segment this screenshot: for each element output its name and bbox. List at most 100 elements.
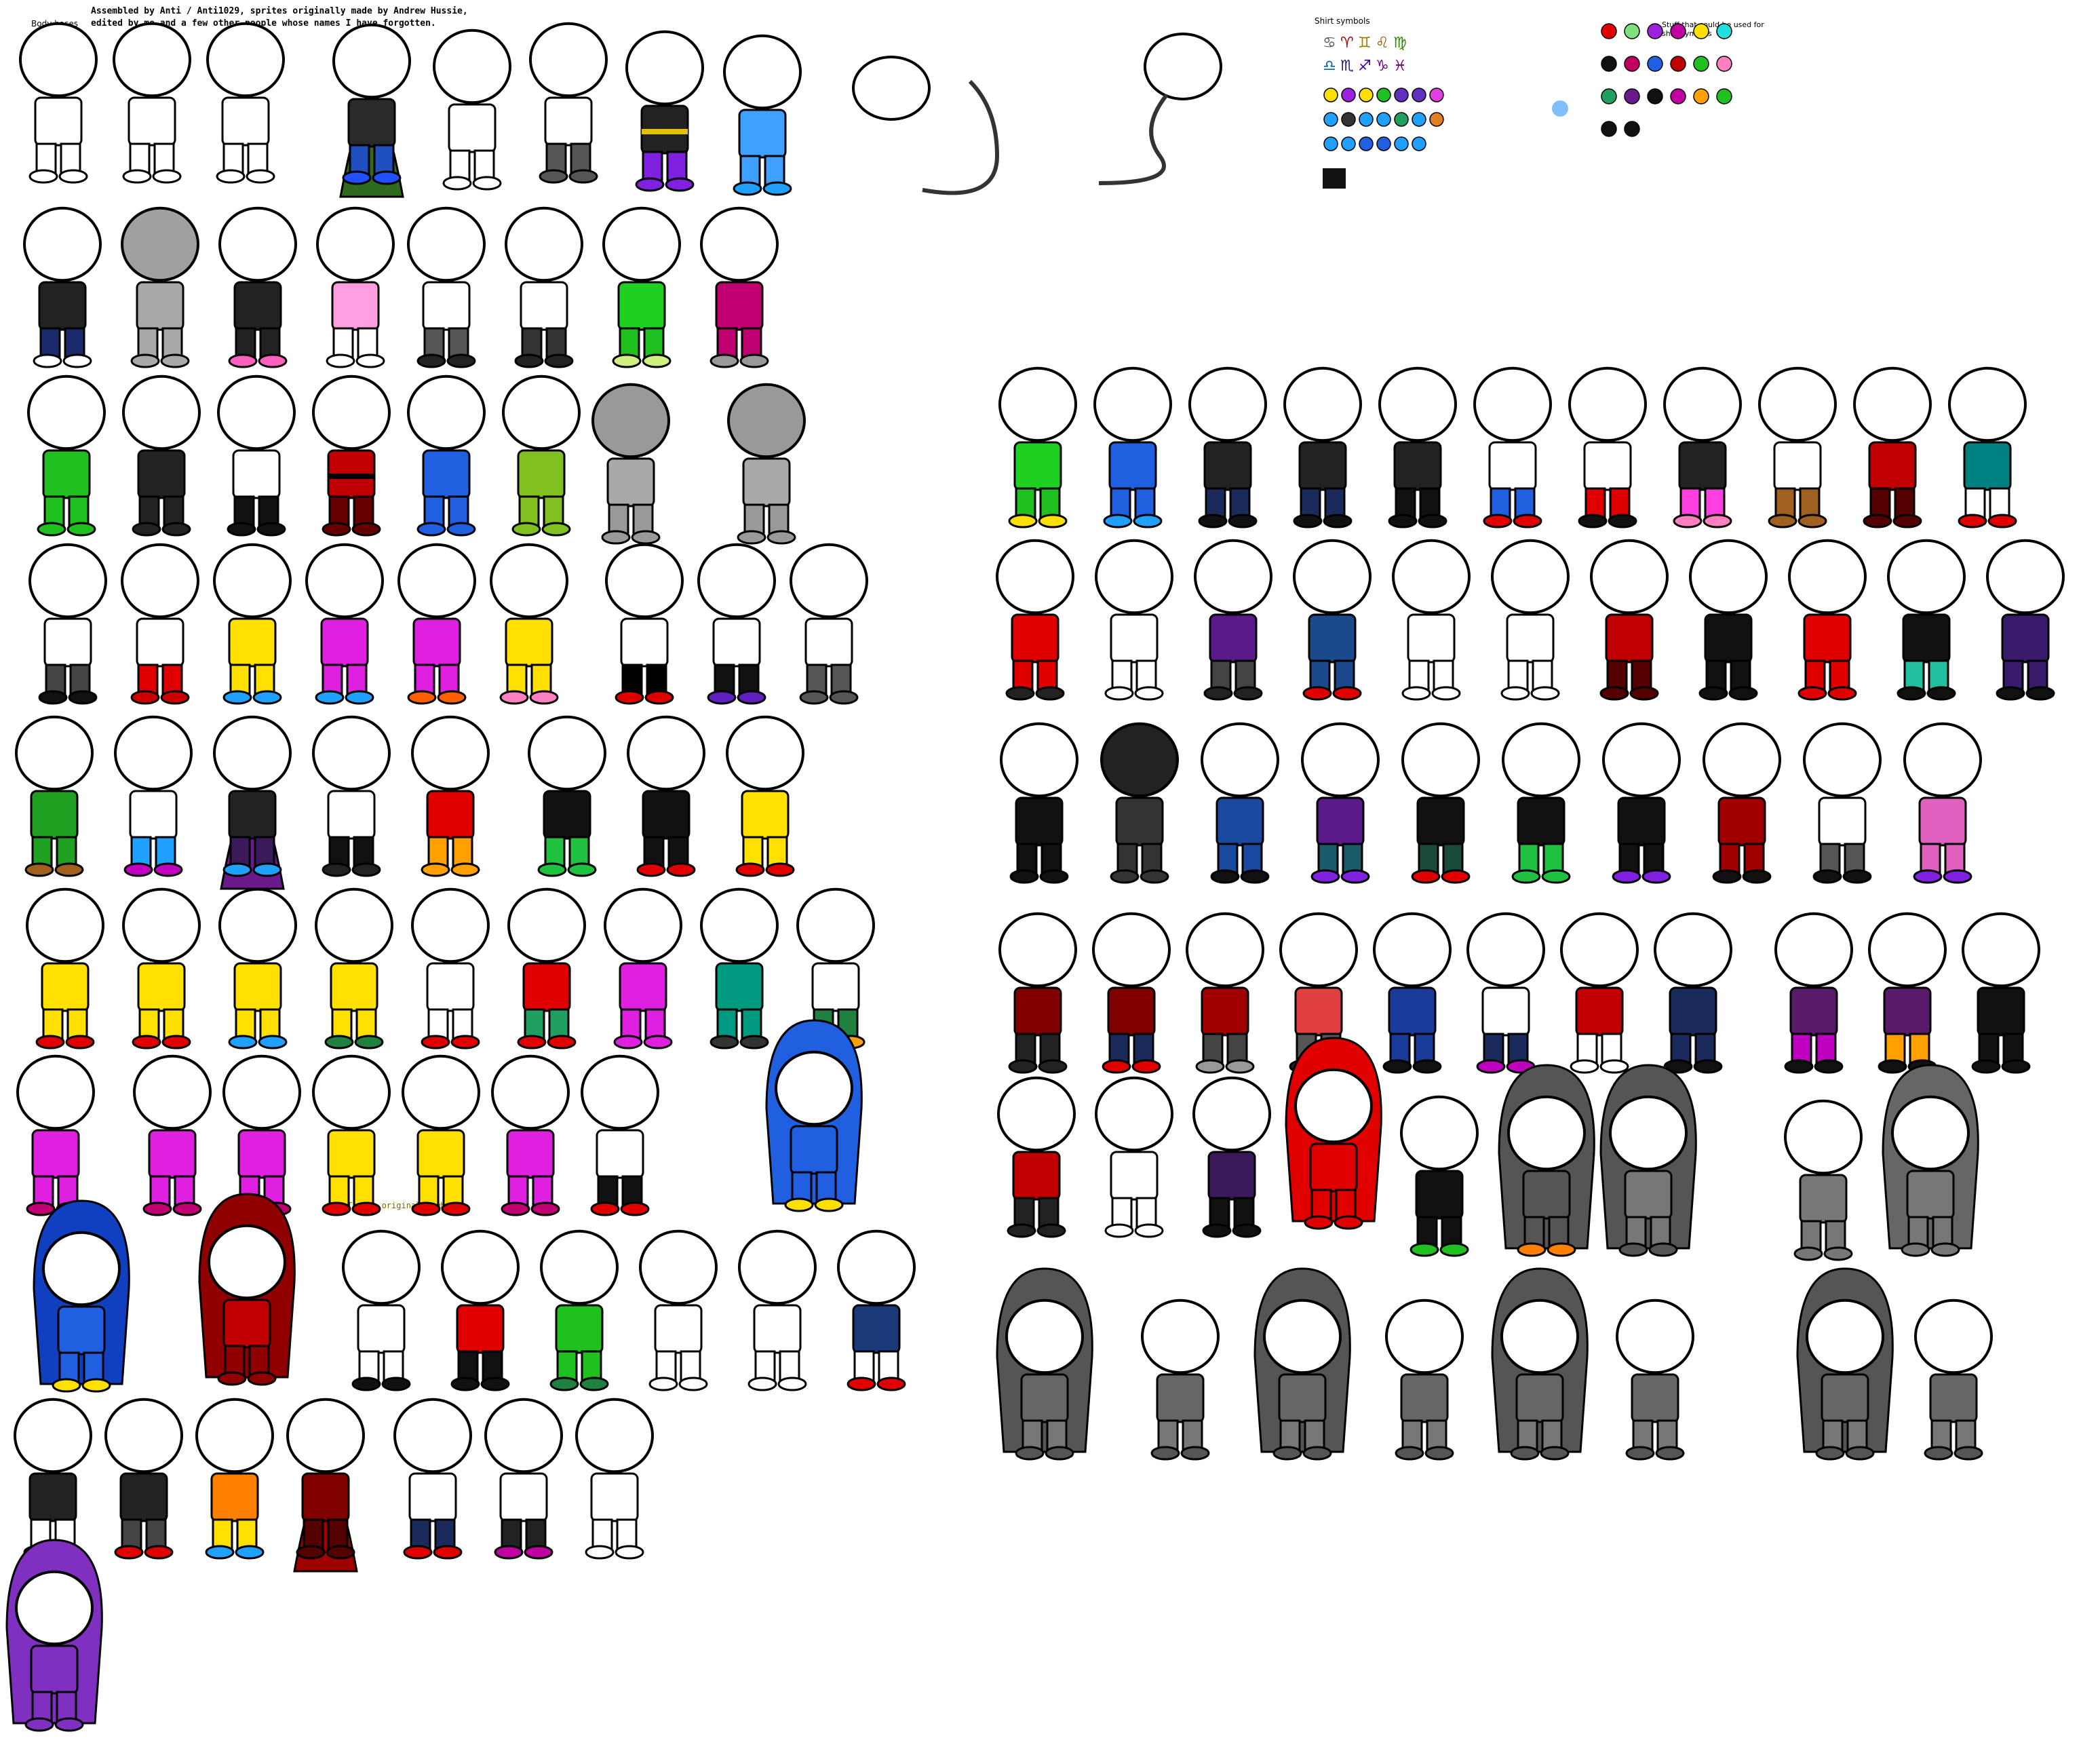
sprite: [1401, 722, 1480, 884]
shirt-symbol-icon: [1429, 112, 1444, 127]
sprite: [723, 34, 802, 196]
shirt-symbols-label: Shirt symbols: [1315, 16, 1370, 26]
sprite: [998, 366, 1077, 528]
sprite: [1502, 722, 1580, 884]
sprite: [28, 543, 107, 705]
sprite: [1092, 912, 1171, 1074]
sprite: [1654, 912, 1732, 1074]
shirt-symbol-icon: [1323, 88, 1338, 102]
sprite: [1784, 1099, 1863, 1261]
sprite: [1962, 912, 2040, 1074]
shirt-symbol-icon: [1341, 112, 1356, 127]
zodiac-symbol-icon: ♓: [1393, 58, 1407, 75]
sprite: [1774, 912, 1853, 1074]
sprite: [332, 23, 411, 198]
credit-line-2: edited by me and a few other people whos…: [91, 18, 436, 28]
sprite: [15, 715, 94, 877]
sprite: [765, 1019, 863, 1212]
zodiac-symbol-icon: ♐: [1358, 58, 1372, 75]
sprite: [1689, 539, 1768, 701]
sprite: [1616, 1298, 1694, 1461]
sprite: [213, 543, 292, 705]
shirt-symbol-icon: [1323, 136, 1338, 151]
shirt-symbol-icon: [1376, 88, 1391, 102]
sprite: [605, 543, 684, 705]
symbol-box-icon: [1323, 168, 1346, 189]
sprite: [1301, 722, 1380, 884]
sprite: [16, 1054, 95, 1216]
sprite: [790, 543, 868, 705]
sprite: [1903, 722, 1982, 884]
sprite: [104, 1398, 183, 1560]
shirt-symbol-icon: [1359, 112, 1374, 127]
shirt-symbol-icon: [1624, 23, 1640, 39]
sprite: [996, 1267, 1093, 1461]
sprite: [1948, 366, 2027, 528]
sprite: [1400, 1095, 1479, 1257]
sprite: [484, 1398, 563, 1560]
shirt-symbol-icon: [1429, 88, 1444, 102]
sprite: [1194, 539, 1272, 701]
sprite: [996, 539, 1074, 701]
zodiac-symbol-icon: ♊: [1358, 35, 1372, 52]
shirt-symbol-icon: [1647, 88, 1663, 104]
sprite: [625, 30, 704, 192]
sprite: [218, 887, 297, 1050]
shirt-symbol-icon: [1341, 88, 1356, 102]
shirt-symbol-icon: [1601, 23, 1617, 39]
sprite: [113, 22, 191, 184]
sprite: [505, 206, 583, 368]
sprite: [1188, 366, 1267, 528]
sprite: [1568, 366, 1647, 528]
sprite: [604, 887, 682, 1050]
sprite: [697, 543, 776, 705]
shirt-symbol-icon: [1341, 136, 1356, 151]
zodiac-symbol-icon: ♑: [1376, 58, 1389, 75]
sprite: [528, 715, 606, 877]
sprite: [312, 715, 391, 877]
sprite: [23, 206, 102, 368]
sprite: [1853, 366, 1932, 528]
sprite: [217, 374, 296, 537]
sprite: [1758, 366, 1837, 528]
shirt-symbol-icon: [1394, 136, 1409, 151]
sprite: [312, 1054, 391, 1216]
sprite: [305, 543, 384, 705]
sprite: [1201, 722, 1279, 884]
sprite: [1141, 1298, 1220, 1461]
sprite: [222, 1054, 301, 1216]
sprite: [121, 206, 199, 368]
sprite: [1599, 1064, 1697, 1257]
sprite: [581, 1054, 659, 1216]
shirt-symbol-icon: [1716, 23, 1732, 39]
sprite: [312, 374, 391, 537]
shirt-symbol-icon: [1670, 23, 1686, 39]
sprite: [14, 1398, 92, 1560]
sprite: [1491, 539, 1570, 701]
sprite: [529, 22, 608, 184]
sprite: [26, 887, 104, 1050]
sprite: [1473, 366, 1552, 528]
sprite: [490, 543, 568, 705]
sprite: [1283, 366, 1362, 528]
sprite: [218, 206, 297, 368]
sprite: [1095, 1076, 1173, 1238]
sprite: [397, 543, 476, 705]
sprite: [727, 383, 806, 545]
zodiac-symbol-icon: ♍: [1393, 35, 1407, 52]
head-base: [852, 56, 931, 121]
sprite: [114, 715, 193, 877]
shirt-symbol-icon: [1376, 112, 1391, 127]
sprite: [33, 1199, 130, 1393]
sprite: [402, 1054, 480, 1216]
sprite: [491, 1054, 570, 1216]
sprite: [1498, 1064, 1595, 1257]
sprite: [441, 1229, 520, 1391]
sprite: [411, 715, 490, 877]
shirt-symbol-icon: [1624, 56, 1640, 72]
shirt-symbol-icon: [1412, 136, 1426, 151]
sprite: [502, 374, 581, 537]
sprite: [1560, 912, 1639, 1074]
sprite: [602, 206, 681, 368]
